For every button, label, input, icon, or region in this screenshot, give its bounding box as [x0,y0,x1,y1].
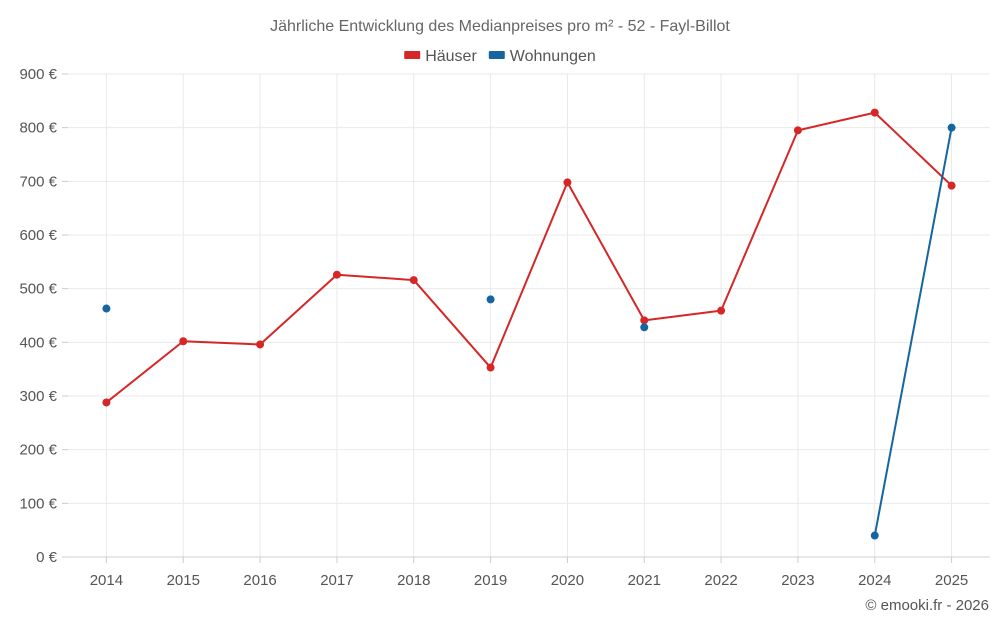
x-tick-label: 2015 [167,572,200,589]
y-tick-label: 600 € [19,227,57,244]
x-tick-label: 2020 [551,572,584,589]
y-tick-label: 700 € [19,173,57,190]
data-point[interactable] [640,316,649,325]
data-point[interactable] [102,304,111,313]
series-line-segment [720,129,799,312]
legend-swatch [404,51,421,59]
y-tick-label: 900 € [19,66,57,83]
data-point[interactable] [332,270,341,279]
gridlines [68,73,990,558]
series-line-segment [489,181,569,369]
x-tick-label: 2014 [90,572,123,589]
data-point[interactable] [409,276,418,285]
legend: Häuser Wohnungen [404,48,596,65]
series-line-segment [182,340,262,346]
y-tick-label: 500 € [19,281,57,298]
series-line-segment [566,181,646,322]
data-point[interactable] [256,340,265,349]
series-line-segment [412,279,492,369]
x-tick-label: 2022 [704,572,737,589]
data-point[interactable] [870,108,879,117]
data-point[interactable] [793,126,802,135]
x-tick-label: 2023 [781,572,814,589]
data-point[interactable] [717,306,726,315]
credit-text: © emooki.fr - 2026 [865,597,989,614]
y-tick-label: 0 € [36,549,58,566]
data-point[interactable] [947,123,956,132]
series-wohnungen [102,123,956,540]
x-tick-label: 2018 [397,572,430,589]
y-tick-label: 800 € [19,120,57,137]
series-line-segment [259,273,338,346]
data-point[interactable] [102,398,111,407]
legend-item[interactable]: Häuser [404,48,477,65]
x-tick-label: 2024 [858,572,891,589]
data-point[interactable] [640,323,649,332]
series-line-segment [105,340,185,404]
data-point[interactable] [179,337,188,346]
legend-label: Wohnungen [510,48,596,65]
y-tick-label: 300 € [19,388,57,405]
chart-title: Jährliche Entwicklung des Medianpreises … [270,18,730,35]
series-line-segment [796,111,876,132]
x-tick-label: 2021 [628,572,661,589]
x-tick-label: 2019 [474,572,507,589]
legend-label: Häuser [425,48,477,65]
series-line-segment [335,273,415,282]
legend-swatch [488,51,505,59]
series-line-segment [873,111,953,187]
x-tick-label: 2016 [243,572,276,589]
y-tick-label: 100 € [19,495,57,512]
axes: 0 € 100 € 200 € 300 € 400 € 500 € 600 € 700 € 80… [19,66,990,589]
data-point[interactable] [486,363,495,372]
y-tick-label: 400 € [19,334,57,351]
legend-item[interactable]: Wohnungen [488,48,596,65]
data-point[interactable] [563,178,572,187]
data-point[interactable] [870,531,879,540]
y-tick-label: 200 € [19,442,57,459]
series-line-segment [643,309,723,322]
series-line-segment [873,126,953,537]
data-point[interactable] [947,181,956,190]
series-layer [102,108,956,540]
x-tick-label: 2025 [935,572,968,589]
series-haeuser [102,108,956,407]
x-tick-label: 2017 [320,572,353,589]
data-point[interactable] [486,295,495,304]
